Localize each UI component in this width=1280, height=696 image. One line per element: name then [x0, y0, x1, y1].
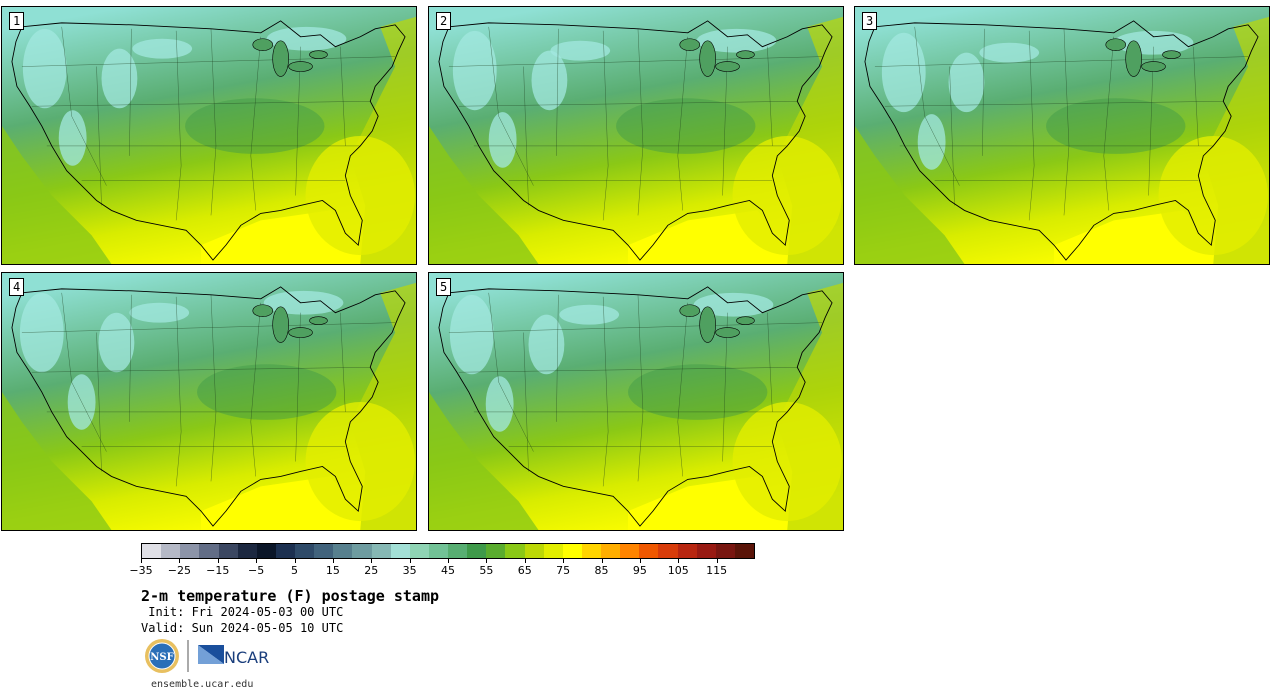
stamp-number: 4	[9, 278, 25, 296]
temperature-colorbar	[141, 543, 755, 559]
coastline	[438, 20, 833, 261]
colorbar-swatch	[581, 544, 601, 558]
colorbar-swatch	[524, 544, 544, 558]
colorbar-tick	[678, 559, 680, 563]
colorbar-tick-label: 115	[706, 564, 728, 577]
nsf-logo-text: NSF	[150, 652, 173, 663]
ncar-logo-icon: NCAR	[198, 645, 269, 667]
colorbar-tick-label: −15	[206, 564, 230, 577]
stamp-map-2: 2	[428, 6, 844, 265]
colorbar-swatch	[428, 544, 448, 558]
stamp-map-1: 1	[1, 6, 417, 265]
colorbar-swatch	[275, 544, 295, 558]
colorbar-tick-label: 5	[291, 564, 298, 577]
colorbar-tick-label: 65	[517, 564, 532, 577]
colorbar-tick	[141, 559, 142, 563]
colorbar-tick-label: −25	[167, 564, 191, 577]
colorbar-swatch	[180, 544, 200, 558]
colorbar-tick	[409, 559, 411, 563]
colorbar-tick-label: 45	[441, 564, 455, 577]
colorbar-swatch	[333, 544, 353, 558]
colorbar-swatch	[409, 544, 429, 558]
colorbar-tick-label: 75	[556, 564, 571, 577]
colorbar-tick-label: 55	[479, 564, 494, 577]
colorbar-tick	[448, 559, 449, 563]
colorbar-swatch	[295, 544, 315, 558]
colorbar-tick	[294, 559, 296, 563]
colorbar-swatch	[314, 544, 334, 558]
colorbar-swatch	[562, 544, 582, 558]
colorbar-swatch	[696, 544, 716, 558]
colorbar-tick-label: 95	[632, 564, 647, 577]
colorbar-swatch	[505, 544, 525, 558]
colorbar-tick	[332, 559, 334, 563]
colorbar-tick	[601, 559, 603, 563]
colorbar-tick-label: 35	[402, 564, 417, 577]
logos: NSF NCAR	[144, 637, 274, 675]
colorbar-swatch	[658, 544, 678, 558]
coastline	[11, 20, 406, 261]
coastline	[11, 286, 406, 527]
stamp-number: 3	[862, 12, 878, 30]
colorbar-tick-label: 15	[325, 564, 340, 577]
colorbar-ticks: −35 −25 −15 −5 5 15 25 35 45 55 65 75 85 95 105 115	[129, 559, 755, 579]
stamp-number: 5	[436, 278, 452, 296]
colorbar-tick	[524, 559, 526, 563]
stamp-map-3: 3	[854, 6, 1270, 265]
colorbar-tick	[716, 559, 718, 563]
colorbar-swatch	[390, 544, 410, 558]
colorbar-tick	[639, 559, 641, 563]
colorbar-swatch	[352, 544, 372, 558]
plot-title: 2-m temperature (F) postage stamp	[141, 587, 440, 605]
coastline	[438, 286, 833, 527]
colorbar-swatch	[237, 544, 257, 558]
colorbar-swatch	[601, 544, 621, 558]
colorbar-swatch	[161, 544, 181, 558]
colorbar-tick-label: −5	[248, 564, 265, 577]
colorbar-swatch	[256, 544, 276, 558]
colorbar-swatch	[486, 544, 506, 558]
colorbar-swatch	[734, 544, 754, 558]
colorbar-tick	[217, 559, 219, 563]
stamp-map-4: 4	[1, 272, 417, 531]
colorbar-swatch	[467, 544, 487, 558]
stamp-map-5: 5	[428, 272, 844, 531]
stamp-number: 1	[9, 12, 25, 30]
colorbar-swatch	[620, 544, 640, 558]
colorbar-swatch	[371, 544, 391, 558]
colorbar-tick	[371, 559, 373, 563]
colorbar-swatch	[218, 544, 238, 558]
site-url: ensemble.ucar.edu	[151, 679, 254, 690]
valid-time: Valid: Sun 2024-05-05 10 UTC	[141, 621, 344, 635]
colorbar-swatch	[199, 544, 219, 558]
colorbar-tick-label: 105	[667, 564, 689, 577]
colorbar-swatch	[448, 544, 468, 558]
colorbar-tick-label: −35	[129, 564, 153, 577]
colorbar-tick-label: 25	[364, 564, 379, 577]
coastline	[864, 20, 1259, 261]
colorbar-tick	[179, 559, 181, 563]
colorbar-tick	[256, 559, 258, 563]
nsf-logo-icon: NSF	[145, 639, 179, 673]
colorbar-swatch	[142, 544, 162, 558]
ncar-logo-text: NCAR	[224, 648, 269, 667]
colorbar-tick	[486, 559, 488, 563]
colorbar-swatch	[543, 544, 563, 558]
stamp-number: 2	[436, 12, 452, 30]
colorbar-tick	[563, 559, 565, 563]
colorbar-swatch	[677, 544, 697, 558]
colorbar-swatch	[715, 544, 735, 558]
colorbar-tick-label: 85	[594, 564, 609, 577]
colorbar-swatch	[639, 544, 659, 558]
init-time: Init: Fri 2024-05-03 00 UTC	[141, 605, 344, 619]
